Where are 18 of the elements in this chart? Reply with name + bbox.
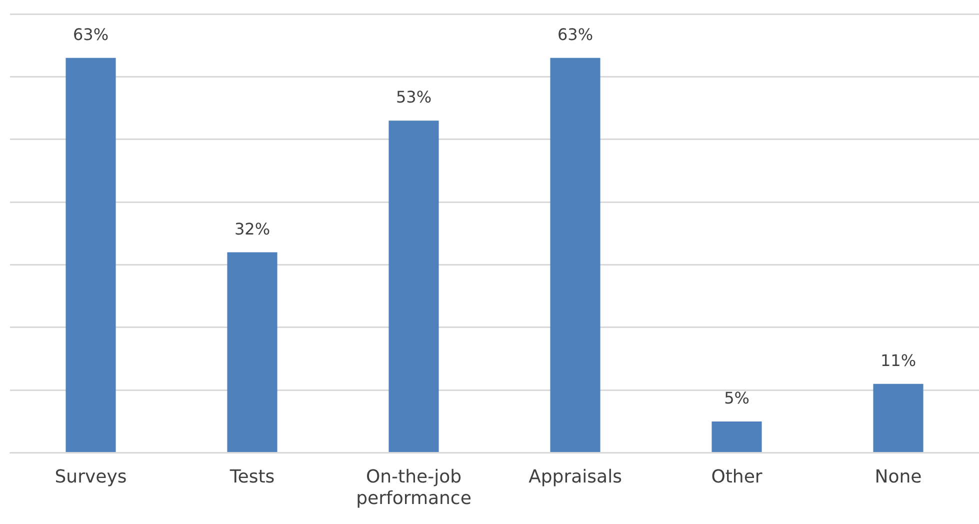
bar: [227, 252, 278, 452]
data-label: 63%: [72, 25, 109, 44]
bar: [388, 120, 439, 452]
bar: [712, 421, 762, 452]
bar: [66, 58, 116, 452]
data-label: 32%: [234, 219, 270, 238]
bar: [873, 384, 924, 452]
x-tick-label: On-the-job performance: [356, 466, 472, 509]
x-tick-label: Surveys: [54, 466, 127, 488]
x-tick-label: Other: [711, 466, 763, 488]
data-label: 63%: [557, 25, 594, 44]
data-label: 53%: [396, 88, 432, 107]
x-tick-label: Tests: [228, 466, 275, 488]
x-tick-label: Appraisals: [528, 466, 622, 488]
x-tick-label: None: [874, 466, 922, 488]
data-label: 5%: [724, 388, 750, 408]
bar: [550, 58, 600, 452]
data-label: 11%: [880, 351, 916, 370]
